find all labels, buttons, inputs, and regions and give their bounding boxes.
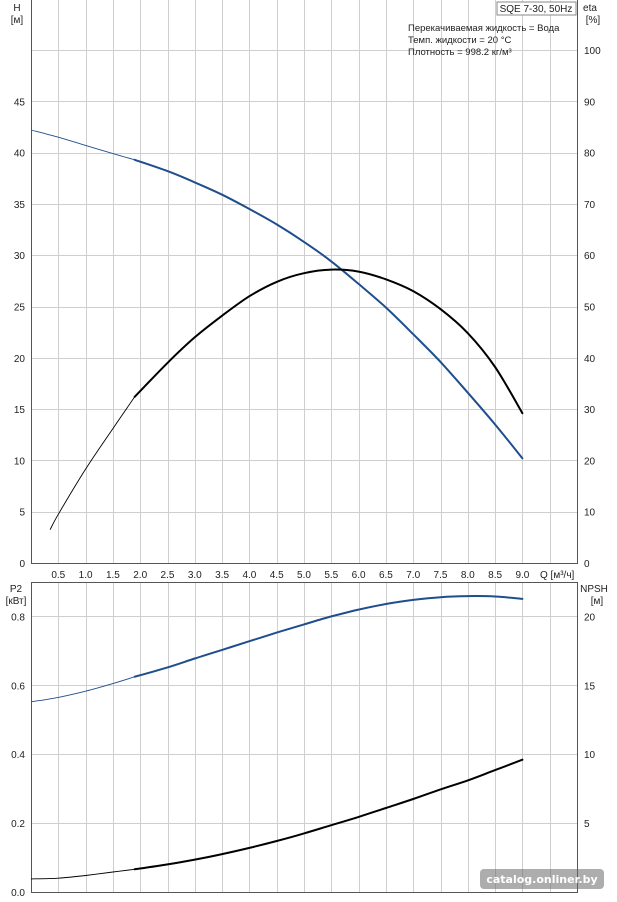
curve-segment-thin bbox=[30, 129, 135, 161]
p2-axis-unit: [кВт] bbox=[6, 596, 27, 607]
h-axis-title: H bbox=[13, 3, 20, 14]
curve-segment-thin bbox=[30, 868, 135, 880]
y-left-tick-label: 0.0 bbox=[11, 888, 25, 899]
x-tick-label: 7.0 bbox=[406, 570, 420, 581]
y-left-tick-label: 15 bbox=[14, 405, 26, 416]
grid-layer bbox=[31, 0, 577, 892]
eta-axis-unit: [%] bbox=[586, 15, 601, 26]
y-right-tick-label: 30 bbox=[584, 405, 596, 416]
x-tick-label: 4.0 bbox=[242, 570, 256, 581]
x-tick-label: 8.5 bbox=[488, 570, 502, 581]
x-tick-label: 0.5 bbox=[51, 570, 65, 581]
y-right-tick-label: 5 bbox=[584, 819, 590, 830]
y-left-tick-label: 45 bbox=[14, 97, 26, 108]
series-layer bbox=[30, 129, 524, 880]
q-axis-label: Q [м³/ч] bbox=[540, 570, 575, 581]
watermark-text: catalog.onliner.by bbox=[486, 873, 597, 886]
info-line-density: Плотность = 998.2 кг/м³ bbox=[408, 47, 512, 58]
x-tick-label: 8.0 bbox=[461, 570, 475, 581]
npsh-axis-unit: [м] bbox=[591, 596, 604, 607]
y-left-tick-label: 20 bbox=[14, 354, 26, 365]
y-right-tick-label: 70 bbox=[584, 200, 596, 211]
y-right-tick-label: 10 bbox=[584, 750, 596, 761]
watermark-backdrop bbox=[480, 869, 604, 889]
y-left-tick-label: 5 bbox=[19, 508, 25, 519]
y-left-tick-label: 30 bbox=[14, 251, 26, 262]
eta-axis-title: eta bbox=[583, 3, 597, 14]
curve-segment-thin bbox=[30, 676, 135, 703]
curve-segment-main bbox=[133, 158, 524, 460]
x-tick-label: 9.0 bbox=[515, 570, 529, 581]
y-right-tick-label: 0 bbox=[584, 559, 590, 570]
info-line-temperature: Темп. жидкости = 20 °C bbox=[408, 35, 511, 46]
curve-segment-thin bbox=[49, 396, 136, 530]
y-right-tick-label: 20 bbox=[584, 612, 596, 623]
curve-segment-main bbox=[133, 595, 524, 678]
y-right-tick-label: 20 bbox=[584, 456, 596, 467]
x-tick-label: 2.5 bbox=[161, 570, 175, 581]
y-right-tick-label: 10 bbox=[584, 508, 596, 519]
x-tick-label: 2.0 bbox=[133, 570, 147, 581]
model-label: SQE 7-30, 50Hz bbox=[500, 4, 573, 15]
x-tick-label: 6.0 bbox=[352, 570, 366, 581]
h-axis-unit: [м] bbox=[11, 15, 24, 26]
label-layer: H [м] eta [%] Q [м³/ч] P2 [кВт] NPSH [м]… bbox=[6, 1, 608, 899]
y-right-tick-label: 15 bbox=[584, 681, 596, 692]
y-left-tick-label: 0.6 bbox=[11, 681, 25, 692]
y-left-tick-label: 0 bbox=[19, 559, 25, 570]
x-tick-label: 1.0 bbox=[79, 570, 93, 581]
x-tick-label: 5.0 bbox=[297, 570, 311, 581]
x-tick-label: 7.5 bbox=[434, 570, 448, 581]
y-right-tick-label: 60 bbox=[584, 251, 596, 262]
x-tick-label: 5.5 bbox=[324, 570, 338, 581]
curve-segment-main bbox=[133, 758, 524, 871]
y-right-tick-label: 80 bbox=[584, 149, 596, 160]
info-line-fluid: Перекачиваемая жидкость = Вода bbox=[408, 23, 560, 34]
curve-segment-main bbox=[133, 268, 524, 415]
x-tick-label: 4.5 bbox=[270, 570, 284, 581]
y-right-tick-label: 90 bbox=[584, 97, 596, 108]
x-tick-label: 1.5 bbox=[106, 570, 120, 581]
npsh-axis-title: NPSH bbox=[580, 584, 608, 595]
y-left-tick-label: 35 bbox=[14, 200, 26, 211]
y-right-tick-label: 100 bbox=[584, 46, 601, 57]
y-left-tick-label: 0.8 bbox=[11, 612, 25, 623]
y-left-tick-label: 10 bbox=[14, 456, 26, 467]
y-right-tick-label: 40 bbox=[584, 354, 596, 365]
model-label-box bbox=[496, 1, 577, 16]
y-left-tick-label: 25 bbox=[14, 303, 26, 314]
watermark: catalog.onliner.by bbox=[480, 869, 604, 889]
y-left-tick-label: 40 bbox=[14, 149, 26, 160]
p2-axis-title: P2 bbox=[10, 584, 23, 595]
y-left-tick-label: 0.2 bbox=[11, 819, 25, 830]
y-right-tick-label: 50 bbox=[584, 303, 596, 314]
y-left-tick-label: 0.4 bbox=[11, 750, 25, 761]
x-tick-label: 3.0 bbox=[188, 570, 202, 581]
x-tick-label: 3.5 bbox=[215, 570, 229, 581]
x-tick-label: 6.5 bbox=[379, 570, 393, 581]
frame-layer bbox=[31, 0, 578, 893]
